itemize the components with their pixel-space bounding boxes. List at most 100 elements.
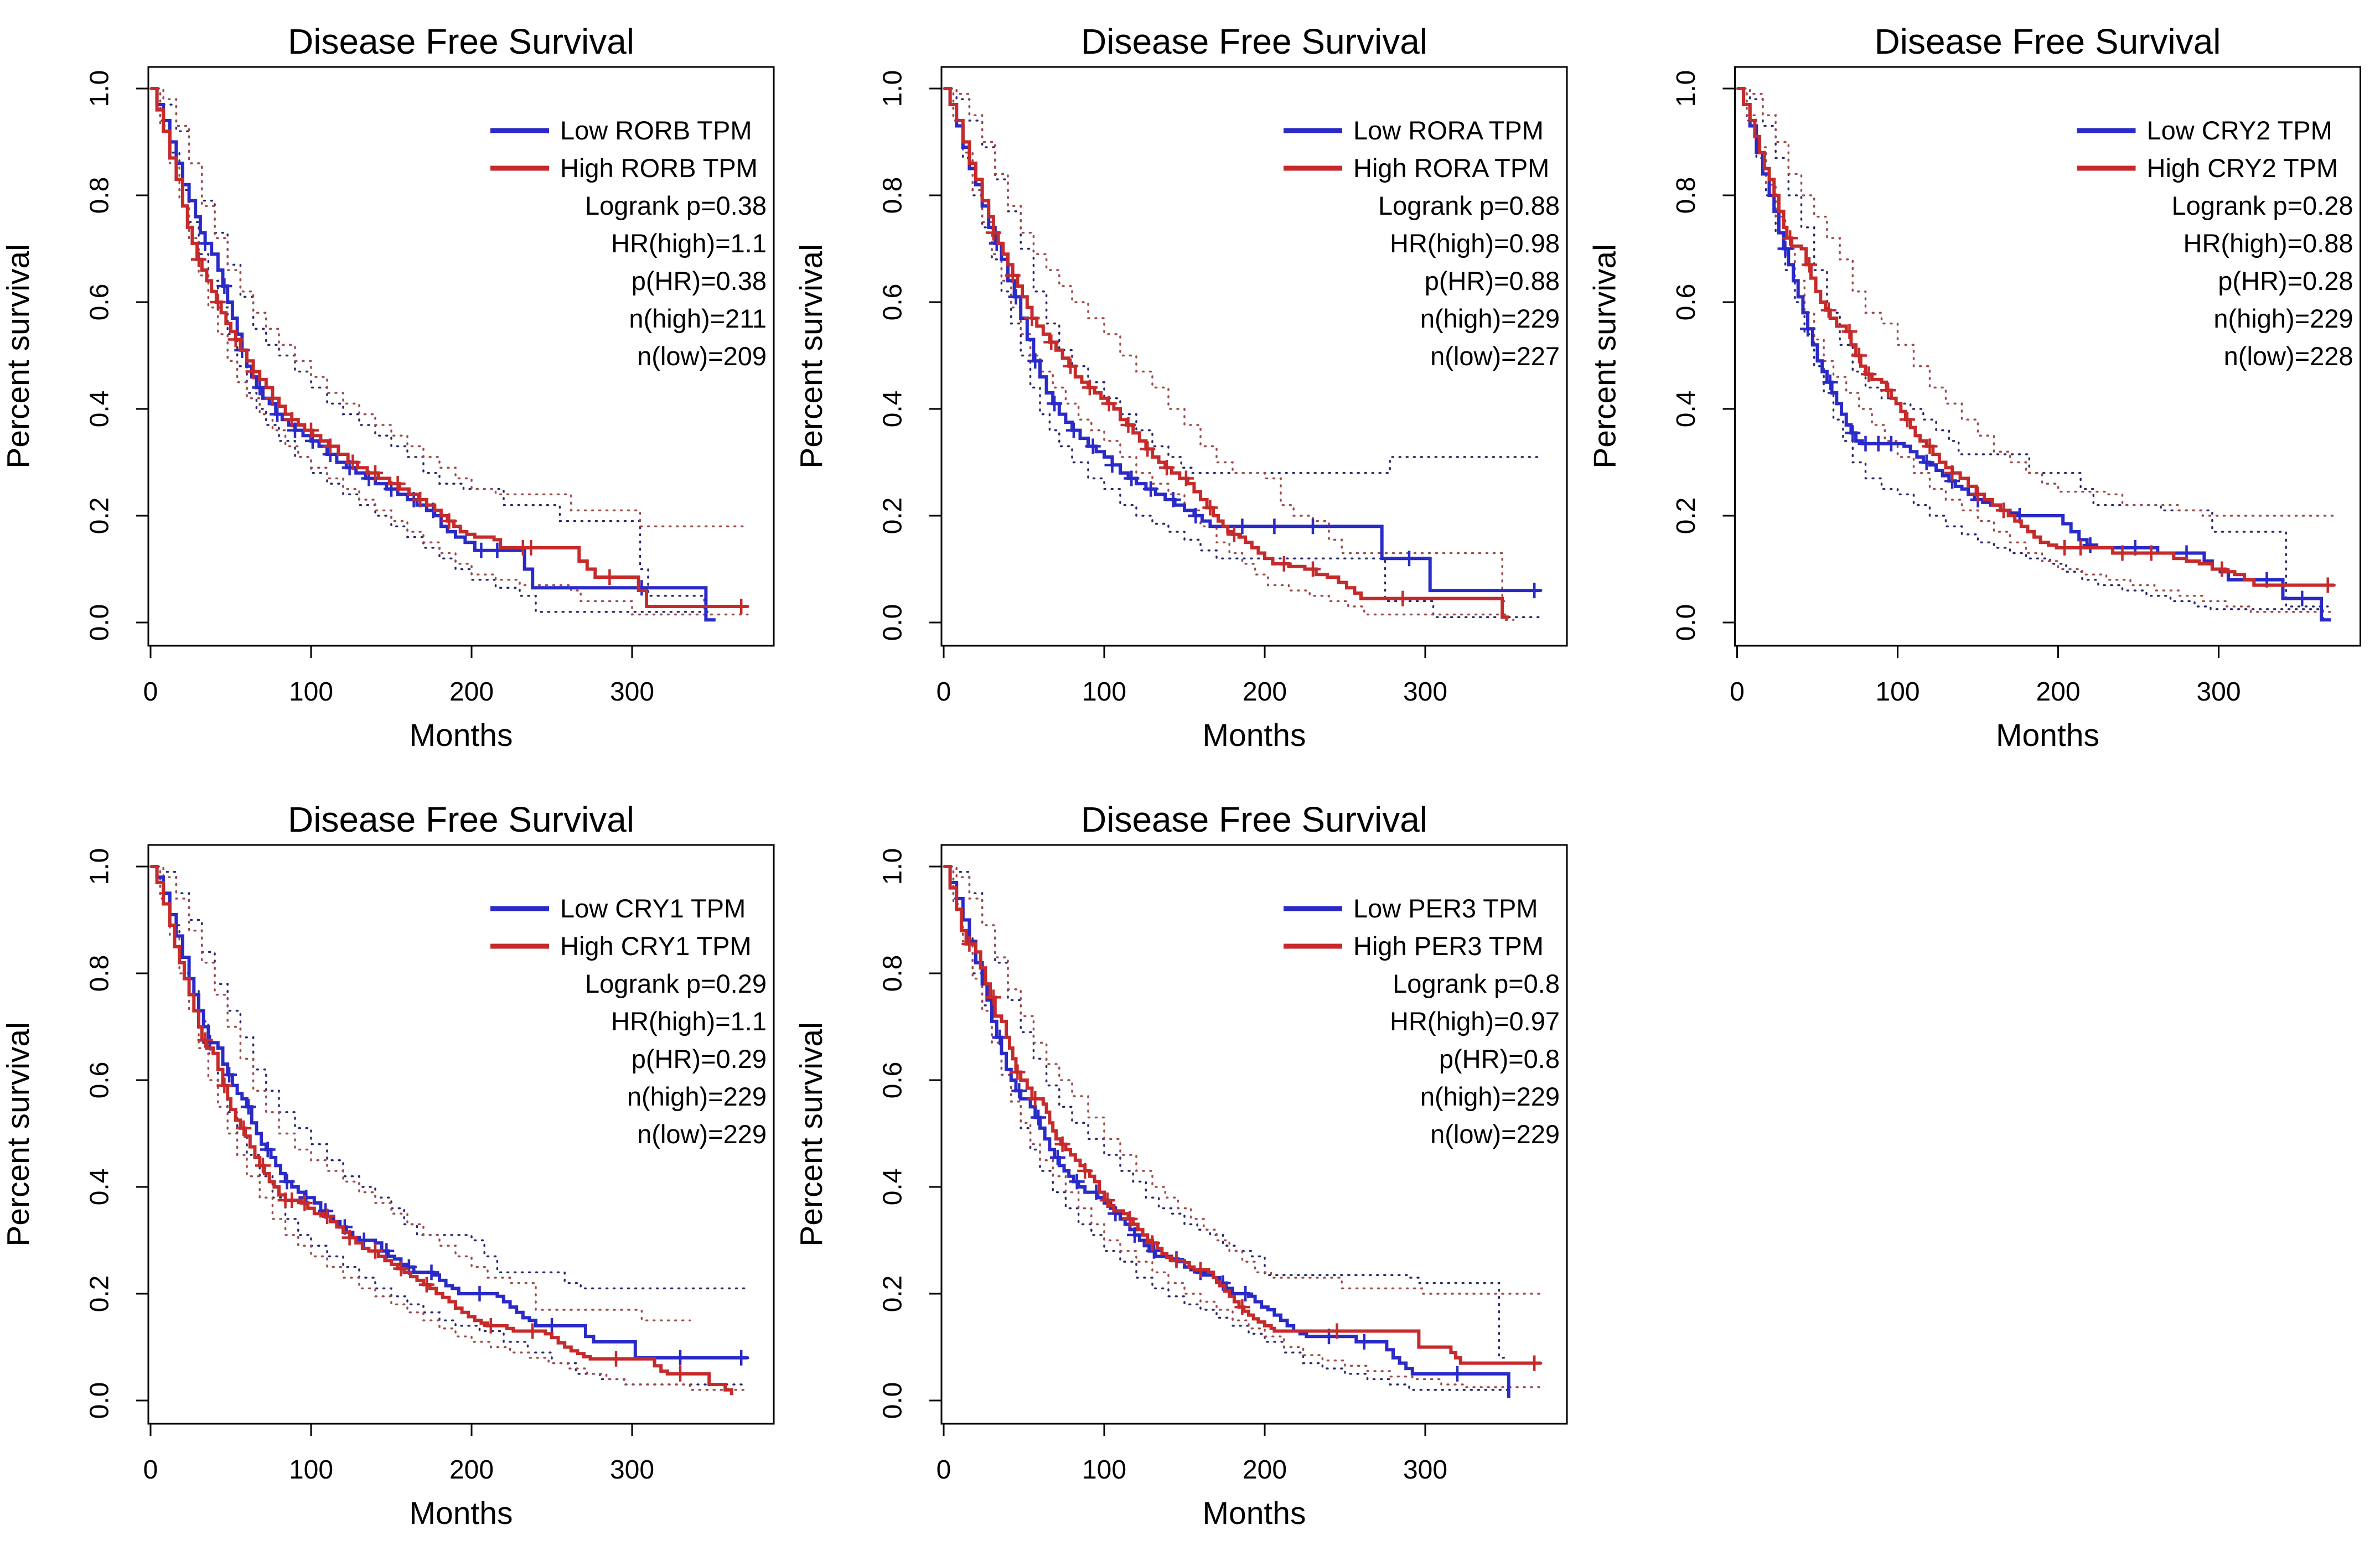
- censor-mark-low: [216, 278, 232, 294]
- censor-mark-low: [1047, 396, 1063, 412]
- y-tick-label: 0.6: [1672, 284, 1701, 321]
- censor-mark-low: [240, 1099, 256, 1115]
- legend-stat: Logrank p=0.88: [1378, 191, 1560, 220]
- censor-mark-high: [1276, 556, 1292, 572]
- censor-mark-low: [1127, 1227, 1143, 1243]
- censor-mark-low: [260, 1142, 276, 1158]
- ci-line-high: [943, 865, 1542, 1295]
- censor-mark-high: [1193, 1262, 1208, 1278]
- y-tick-label: 0.0: [85, 604, 115, 641]
- y-tick-label: 0.8: [878, 177, 908, 214]
- ci-line-high: [1736, 87, 2336, 613]
- y-tick-label: 0.2: [85, 1275, 115, 1313]
- y-tick-label: 1.0: [85, 848, 115, 885]
- y-tick-label: 0.6: [878, 1062, 908, 1099]
- censor-mark-high: [1305, 561, 1321, 577]
- censor-mark-low: [1527, 583, 1543, 599]
- legend-stat: p(HR)=0.38: [632, 266, 767, 295]
- x-tick-label: 100: [1082, 1455, 1126, 1485]
- y-tick-label: 0.4: [878, 391, 908, 428]
- censor-mark-low: [1188, 508, 1204, 523]
- legend-stat: n(high)=229: [627, 1082, 767, 1111]
- km-panel-per3: 0.0 0.2 0.4 0.6 0.8 1.0 0 100 200 300 Disease Free…: [793, 778, 1586, 1556]
- censor-mark-high: [1899, 412, 1915, 428]
- censor-mark-high: [1820, 302, 1836, 318]
- empty-cell: [1586, 778, 2380, 1556]
- plot-box: [147, 66, 775, 647]
- censor-mark-low: [634, 580, 650, 596]
- censor-mark-high: [1944, 465, 1960, 481]
- censor-mark-high: [319, 1209, 335, 1225]
- censor-mark-low: [1143, 481, 1159, 497]
- censor-mark-high: [985, 989, 1001, 1005]
- km-chart-per3: 0.0 0.2 0.4 0.6 0.8 1.0 0 100 200 300 Disease Free…: [794, 800, 1568, 1531]
- x-tick-label: 0: [143, 1455, 158, 1485]
- censor-mark-high: [672, 1366, 688, 1382]
- y-tick-label: 0.8: [85, 955, 115, 992]
- censor-mark-high: [1082, 380, 1098, 396]
- y-axis-label: Percent survival: [1, 244, 36, 469]
- y-tick-label: 1.0: [878, 848, 908, 885]
- censor-mark-high: [191, 251, 206, 267]
- censor-mark-low: [1883, 435, 1899, 452]
- censor-mark-high: [1226, 526, 1242, 542]
- censor-mark-high: [1099, 1192, 1115, 1209]
- y-tick-label: 0.2: [85, 497, 115, 535]
- censor-mark-high: [303, 422, 319, 438]
- y-tick-label: 0.0: [878, 1382, 908, 1419]
- ci-line-high: [149, 87, 749, 616]
- censor-mark-low: [733, 1350, 749, 1366]
- y-axis-label: Percent survival: [1587, 244, 1623, 469]
- censor-mark-low: [1305, 518, 1321, 535]
- censor-mark-low: [1165, 492, 1181, 508]
- legend-stat: HR(high)=0.97: [1390, 1007, 1560, 1036]
- censor-mark-low: [473, 542, 489, 558]
- censor-mark-high: [393, 1261, 409, 1277]
- legend-stat: n(high)=229: [1420, 304, 1560, 333]
- legend-stat: p(HR)=0.28: [2218, 266, 2353, 295]
- x-tick-label: 200: [449, 1455, 494, 1485]
- censor-mark-high: [1063, 358, 1079, 374]
- censor-mark-low: [1011, 1083, 1027, 1099]
- legend-label-high: High CRY2 TPM: [2147, 153, 2338, 183]
- legend-label-high: High RORA TPM: [1353, 153, 1549, 183]
- censor-mark-high: [1202, 500, 1218, 516]
- y-tick-label: 0.2: [878, 497, 908, 535]
- y-tick-label: 1.0: [85, 70, 115, 107]
- x-tick-label: 100: [1082, 677, 1126, 707]
- censor-mark-high: [1178, 470, 1194, 486]
- legend-stat: n(low)=229: [637, 1119, 767, 1149]
- chart-title: Disease Free Survival: [1081, 22, 1427, 61]
- x-tick-label: 0: [143, 677, 158, 707]
- y-tick-label: 0.4: [85, 391, 115, 428]
- censor-mark-high: [284, 1192, 300, 1209]
- censor-mark-low: [1238, 1286, 1254, 1301]
- censor-mark-high: [265, 390, 281, 406]
- y-tick-label: 1.0: [878, 70, 908, 107]
- censor-mark-high: [412, 492, 428, 508]
- censor-mark-low: [1918, 454, 1934, 470]
- censor-mark-high: [1395, 590, 1411, 606]
- y-tick-label: 0.8: [85, 177, 115, 214]
- legend-label-low: Low CRY2 TPM: [2147, 116, 2332, 145]
- censor-mark-low: [1822, 374, 1838, 390]
- censor-mark-high: [2143, 545, 2159, 561]
- censor-mark-low: [1027, 353, 1043, 369]
- censor-mark-low: [1069, 1174, 1085, 1190]
- censor-mark-low: [1777, 241, 1793, 257]
- legend-label-high: High PER3 TPM: [1353, 931, 1544, 961]
- censor-mark-high: [1027, 1091, 1043, 1107]
- censor-mark-high: [985, 225, 1001, 241]
- km-panel-rora: 0.0 0.2 0.4 0.6 0.8 1.0 0 100 200 300 Disease Free…: [793, 0, 1586, 778]
- censor-mark-low: [1266, 518, 1282, 535]
- km-chart-rora: 0.0 0.2 0.4 0.6 0.8 1.0 0 100 200 300 Disease Free…: [794, 22, 1568, 753]
- y-tick-label: 0.6: [85, 1062, 115, 1099]
- km-curve-high: [151, 865, 733, 1396]
- x-axis-label: Months: [1203, 1496, 1306, 1531]
- censor-mark-low: [1104, 457, 1120, 473]
- legend-label-low: Low PER3 TPM: [1353, 894, 1538, 923]
- x-tick-label: 100: [1875, 677, 1919, 707]
- censor-mark-high: [483, 1318, 499, 1334]
- censor-mark-high: [345, 454, 361, 470]
